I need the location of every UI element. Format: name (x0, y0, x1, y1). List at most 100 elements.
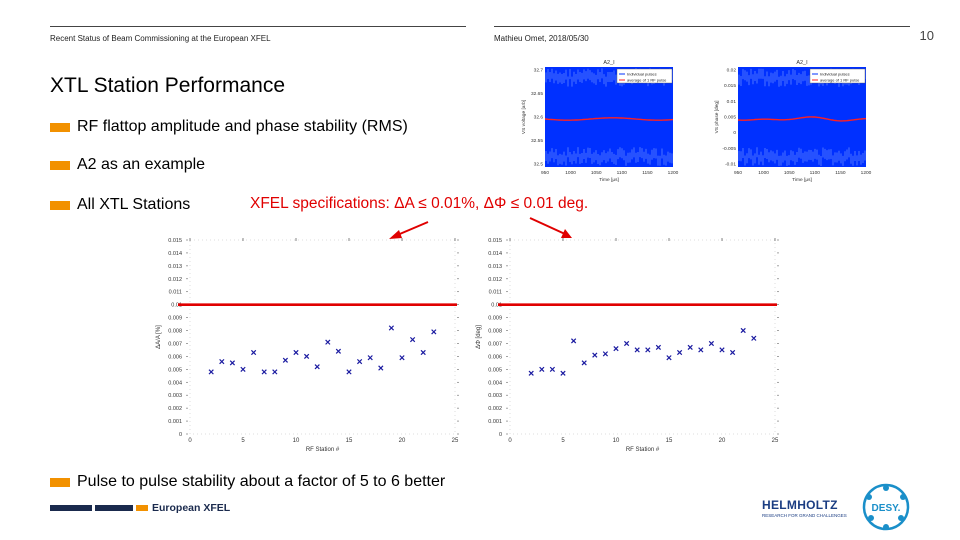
plot-area (545, 67, 673, 167)
desy-node (868, 515, 874, 521)
y-tick-label: 32.55 (531, 138, 543, 144)
data-point (335, 348, 342, 354)
bullet-text: Pulse to pulse stability about a factor … (77, 473, 446, 490)
data-point (399, 355, 405, 361)
data-point-stroke (261, 369, 267, 375)
y-axis-label: VS phase [deg] (714, 101, 720, 134)
data-point (378, 365, 384, 371)
x-tick-label: 0 (188, 438, 192, 444)
y-tick-label: 0 (733, 130, 736, 136)
y-tick-label: 0.008 (168, 329, 182, 335)
bullet-pulse-stability: Pulse to pulse stability about a factor … (50, 473, 445, 491)
data-point-stroke (314, 364, 320, 370)
data-point (666, 355, 672, 361)
chart-title: A2_I (796, 60, 808, 66)
data-point (729, 349, 736, 356)
data-point (293, 349, 299, 356)
data-point (420, 349, 426, 356)
data-point (602, 351, 609, 357)
data-point-stroke (335, 348, 342, 354)
y-tick-label: 0.001 (168, 419, 182, 425)
data-point-stroke (282, 357, 289, 363)
y-tick-label: 32.5 (534, 162, 544, 168)
data-point (719, 347, 725, 353)
data-point (634, 347, 640, 353)
y-tick-label: 0.013 (168, 264, 182, 270)
y-tick-label: 0.011 (489, 290, 502, 296)
data-point-stroke (528, 370, 534, 376)
x-tick-label: 20 (399, 438, 406, 444)
y-tick-label: 0.003 (168, 393, 182, 399)
bullet-text: A2 as an example (77, 156, 206, 173)
x-tick-label: 5 (561, 438, 565, 444)
x-tick-label: 1150 (835, 170, 846, 176)
data-point-stroke (356, 358, 363, 365)
data-point-stroke (388, 325, 395, 331)
x-tick-label: 20 (719, 438, 726, 444)
arrow-right-head (561, 229, 572, 238)
data-point (250, 349, 257, 356)
data-point (623, 340, 630, 347)
y-tick-label: 0.005 (724, 115, 736, 121)
data-point (676, 349, 683, 356)
data-point (698, 347, 704, 353)
xfel-logo-bar-2 (95, 505, 133, 511)
data-point-stroke (645, 347, 651, 353)
data-point-stroke (581, 360, 587, 366)
data-point (613, 346, 619, 352)
data-point (708, 340, 715, 347)
data-point-stroke (634, 347, 640, 353)
x-axis-label: Time [μs] (792, 177, 812, 183)
data-point-stroke (751, 335, 757, 341)
data-point-stroke (729, 349, 736, 356)
y-tick-label: 0.004 (488, 380, 502, 386)
bullet-text: RF flattop amplitude and phase stability… (77, 118, 408, 135)
y-tick-label: 0.011 (169, 290, 182, 296)
x-tick-label: 1150 (642, 170, 653, 176)
y-tick-label: 0.014 (488, 251, 502, 257)
helmholtz-tagline: RESEARCH FOR GRAND CHALLENGES (762, 513, 847, 518)
data-point (560, 370, 566, 376)
data-point (740, 327, 746, 334)
data-point (261, 369, 267, 375)
data-point (592, 352, 598, 358)
average-trace (544, 117, 674, 121)
european-xfel-logo: European XFEL (152, 502, 231, 514)
x-tick-label: 1100 (810, 170, 821, 176)
slide-title: XTL Station Performance (50, 74, 285, 97)
data-point (388, 325, 395, 331)
desy-logo: DESY. (862, 483, 910, 531)
data-point (325, 339, 331, 345)
x-tick-label: 5 (241, 438, 245, 444)
legend-label: average of 1 RF pulse (820, 78, 860, 83)
data-point (346, 369, 352, 375)
data-point (528, 370, 534, 376)
data-point (570, 338, 577, 344)
page-number: 10 (919, 28, 934, 43)
y-tick-label: 0.009 (488, 316, 502, 322)
data-point (314, 364, 320, 370)
desy-node (866, 494, 872, 500)
data-point-stroke (303, 353, 310, 360)
y-tick-label: 0.015 (488, 238, 502, 244)
header-rule-right (494, 26, 910, 27)
y-axis-label: ΔA/A [%] (156, 325, 162, 349)
y-tick-label: 0.005 (168, 367, 182, 373)
data-point-stroke (623, 340, 630, 347)
y-tick-label: 32.7 (534, 68, 544, 74)
chart-amplitude-stability: 0 0.001 0.002 0.003 0.004 0.005 0.006 0.007 0.00… (156, 238, 459, 453)
data-point (645, 347, 651, 353)
bullet-marker (50, 477, 70, 487)
data-point-stroke (592, 352, 598, 358)
data-point-stroke (293, 349, 299, 356)
bullet-marker (50, 122, 70, 132)
xfel-logo-bar-3 (136, 505, 148, 511)
y-tick-label: 0.003 (488, 393, 502, 399)
xfel-logo-bar-1 (50, 505, 92, 511)
y-tick-label: 0.012 (168, 277, 182, 283)
data-point-stroke (420, 349, 426, 356)
chart-title: A2_I (603, 60, 615, 66)
y-tick-label: 0.004 (168, 380, 182, 386)
data-point (539, 366, 545, 372)
